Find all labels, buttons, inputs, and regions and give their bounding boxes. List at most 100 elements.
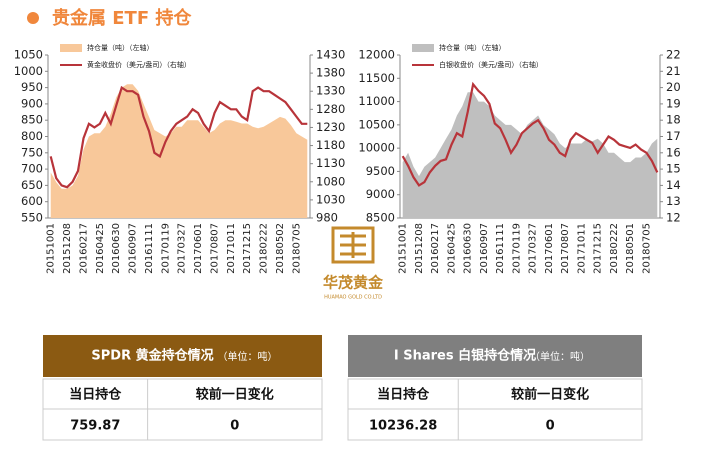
y2-tick-label: 22: [666, 48, 681, 62]
y-tick-label: 1050: [14, 48, 43, 62]
y2-tick-label: 16: [666, 145, 681, 159]
x-tick-label: 20170119: [160, 223, 171, 274]
x-tick-label: 20170327: [528, 223, 539, 274]
y2-tick-label: 1030: [316, 192, 345, 206]
table-head-cell: 较前一日变化: [196, 387, 274, 403]
page-title: 贵金属 ETF 持仓: [52, 7, 192, 29]
title-dot: [27, 12, 39, 24]
y-tick-label: 550: [21, 211, 43, 225]
x-tick-label: 20161111: [144, 223, 155, 274]
table-header: [43, 335, 322, 377]
x-tick-label: 20180501: [625, 223, 636, 274]
x-tick-label: 20151001: [46, 223, 57, 274]
y2-tick-label: 1080: [316, 174, 345, 188]
y-tick-label: 12000: [358, 48, 395, 62]
x-tick-label: 20170601: [544, 223, 555, 274]
table-unit: （单位：吨）: [218, 350, 278, 363]
y2-tick-label: 12: [666, 211, 681, 225]
y-tick-label: 800: [21, 129, 43, 143]
x-tick-label: 20170807: [560, 223, 571, 274]
y-tick-label: 10000: [358, 141, 395, 155]
line: [401, 81, 659, 187]
logo: 华茂黄金 HUAMAO GOLD CO.LTD: [323, 226, 384, 301]
legend-label: 黄金收盘价（美元/盎司）（右轴）: [87, 60, 191, 69]
table-title: SPDR 黄金持仓情况: [91, 348, 213, 364]
x-tick-label: 20170119: [511, 223, 522, 274]
legend-label: 白银收盘价（美元/盎司）（右轴）: [439, 60, 543, 69]
y2-tick-label: 20: [666, 80, 681, 94]
y2-tick-label: 1130: [316, 156, 345, 170]
y2-tick-label: 1230: [316, 120, 345, 134]
y2-tick-label: 1330: [316, 84, 345, 98]
y-tick-label: 700: [21, 162, 43, 176]
y2-tick-label: 13: [666, 194, 681, 208]
x-tick-label: 20160630: [111, 223, 122, 274]
table-cell: 10236.28: [369, 419, 437, 434]
table-header: [348, 335, 642, 377]
y-tick-label: 950: [21, 80, 43, 94]
y-tick-label: 9500: [366, 164, 395, 178]
y-tick-label: 600: [21, 194, 43, 208]
y-tick-label: 900: [21, 96, 43, 110]
x-tick-label: 20170601: [193, 223, 204, 274]
y-tick-label: 8500: [366, 211, 395, 225]
y2-tick-label: 1280: [316, 102, 345, 116]
x-tick-label: 20171011: [576, 223, 587, 274]
x-tick-label: 20160425: [446, 223, 457, 274]
y2-tick-label: 1430: [316, 48, 345, 62]
y2-tick-label: 15: [666, 162, 681, 176]
legend-label: 持仓量（吨）（左轴）: [439, 43, 506, 52]
x-tick-label: 20180502: [275, 223, 286, 274]
y-tick-label: 11500: [358, 71, 395, 85]
x-tick-label: 20180705: [291, 223, 302, 274]
line: [49, 85, 308, 189]
x-tick-label: 20171215: [593, 223, 604, 274]
x-tick-label: 20180222: [259, 223, 270, 274]
x-tick-label: 20180222: [609, 223, 620, 274]
x-tick-label: 20160907: [479, 223, 490, 274]
x-tick-label: 20170327: [177, 223, 188, 274]
y2-tick-label: 1180: [316, 138, 345, 152]
y-tick-label: 650: [21, 178, 43, 192]
table-head-cell: 较前一日变化: [511, 387, 589, 403]
table-head-cell: 当日持仓: [69, 387, 122, 403]
y-tick-label: 10500: [358, 117, 395, 131]
x-tick-label: 20160630: [463, 223, 474, 274]
area: [50, 84, 308, 218]
y2-tick-label: 21: [666, 64, 681, 78]
table-cell: 759.87: [70, 419, 120, 434]
y2-tick-label: 14: [666, 178, 681, 192]
y2-tick-label: 18: [666, 113, 681, 127]
table-title: I Shares 白银持仓情况: [394, 348, 536, 364]
legend-swatch: [60, 44, 82, 52]
y2-tick-label: 17: [666, 129, 681, 143]
logo-name: 华茂黄金: [323, 274, 384, 292]
x-tick-label: 20160425: [95, 223, 106, 274]
y2-tick-label: 980: [316, 211, 338, 225]
x-tick-label: 20171215: [242, 223, 253, 274]
table-cell: 0: [230, 419, 239, 434]
x-tick-label: 20151208: [414, 223, 425, 274]
x-tick-label: 20160217: [78, 223, 89, 274]
legend-swatch: [412, 44, 434, 52]
x-tick-label: 20170807: [209, 223, 220, 274]
x-tick-label: 20160217: [430, 223, 441, 274]
table-head-cell: 当日持仓: [377, 387, 430, 403]
y-tick-label: 850: [21, 113, 43, 127]
x-tick-label: 20180705: [641, 223, 652, 274]
y-tick-label: 750: [21, 145, 43, 159]
y2-tick-label: 1380: [316, 66, 345, 80]
table-cell: 0: [546, 419, 555, 434]
x-tick-label: 20171011: [226, 223, 237, 274]
x-tick-label: 20151001: [398, 223, 409, 274]
legend-label: 持仓量（吨）（左轴）: [87, 43, 154, 52]
x-tick-label: 20160907: [128, 223, 139, 274]
y2-tick-label: 19: [666, 96, 681, 110]
x-tick-label: 20161111: [495, 223, 506, 274]
x-tick-label: 20151208: [62, 223, 73, 274]
logo-sub: HUAMAO GOLD CO.LTD: [324, 295, 382, 301]
table-unit: （单位：吨）: [530, 350, 590, 363]
y-tick-label: 11000: [358, 94, 395, 108]
y-tick-label: 1000: [14, 64, 43, 78]
